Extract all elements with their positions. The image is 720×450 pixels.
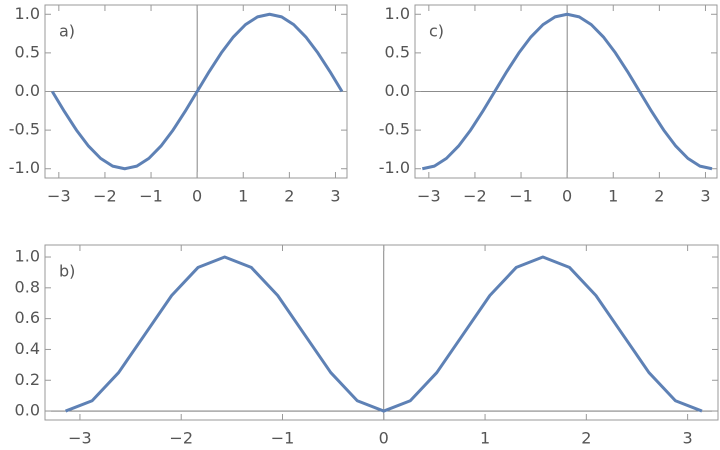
panel-label: a) xyxy=(59,22,75,41)
y-tick-label: -0.5 xyxy=(9,120,40,139)
frame xyxy=(44,244,719,421)
x-tick-label: 3 xyxy=(683,429,693,448)
panel-label: c) xyxy=(429,22,444,41)
x-tick-label: 1 xyxy=(480,429,490,448)
y-tick-label: -0.5 xyxy=(379,120,410,139)
y-tick-label: 0.6 xyxy=(15,308,40,327)
x-tick-label: 0 xyxy=(562,187,572,206)
x-tick-label: 1 xyxy=(238,187,248,206)
y-tick-label: 0.0 xyxy=(15,401,40,420)
x-tick-label: −1 xyxy=(139,187,163,206)
y-tick-label: 1.0 xyxy=(15,4,40,23)
x-tick-label: −1 xyxy=(271,429,295,448)
panel-label: b) xyxy=(59,262,75,281)
x-tick-label: 0 xyxy=(379,429,389,448)
y-tick-label: 0.0 xyxy=(15,81,40,100)
x-tick-label: 3 xyxy=(700,187,710,206)
x-tick-label: −2 xyxy=(93,187,117,206)
panel: −3 −2 −1 0 1 2 3 0.0 0.2 0.4 0.6 0.8 1.0 b) xyxy=(15,244,719,448)
panel: −3 −2 −1 0 1 2 3 -1.0 -0.5 0.0 0.5 1.0 c) xyxy=(379,4,718,206)
x-tick-label: −2 xyxy=(169,429,193,448)
x-tick-label: 2 xyxy=(284,187,294,206)
y-tick-label: -1.0 xyxy=(9,158,40,177)
panel: −3 −2 −1 0 1 2 3 -1.0 -0.5 0.0 0.5 1.0 a) xyxy=(9,4,348,206)
x-tick-label: −2 xyxy=(463,187,487,206)
x-tick-label: −3 xyxy=(47,187,71,206)
y-tick-label: 0.5 xyxy=(385,42,410,61)
y-tick-label: 0.2 xyxy=(15,370,40,389)
y-tick-label: 0.4 xyxy=(15,339,40,358)
y-tick-label: -1.0 xyxy=(379,158,410,177)
y-tick-label: 1.0 xyxy=(385,4,410,23)
x-tick-label: 1 xyxy=(608,187,618,206)
y-tick-label: 1.0 xyxy=(15,247,40,266)
x-tick-label: 2 xyxy=(581,429,591,448)
curve xyxy=(65,255,703,413)
curve xyxy=(51,12,344,171)
x-tick-label: −3 xyxy=(68,429,92,448)
x-tick-label: −1 xyxy=(509,187,533,206)
x-tick-label: 2 xyxy=(654,187,664,206)
y-tick-label: 0.5 xyxy=(15,42,40,61)
curve xyxy=(421,12,713,171)
x-tick-label: 0 xyxy=(192,187,202,206)
x-tick-label: 3 xyxy=(330,187,340,206)
y-tick-label: 0.0 xyxy=(385,81,410,100)
y-tick-label: 0.8 xyxy=(15,277,40,296)
x-tick-label: −3 xyxy=(417,187,441,206)
